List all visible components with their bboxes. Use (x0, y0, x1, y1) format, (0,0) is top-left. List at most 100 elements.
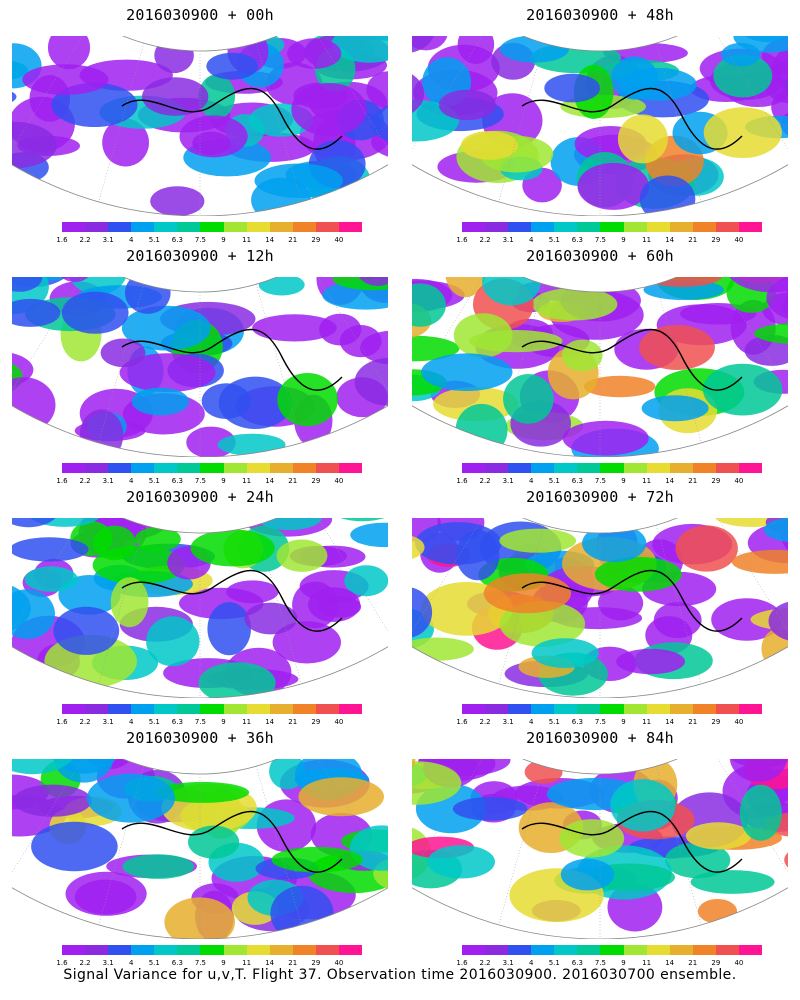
colorbar-swatch (623, 704, 647, 714)
colorbar-tick-label: 7.5 (194, 959, 207, 967)
colorbar-swatch (177, 704, 201, 714)
variance-map (12, 36, 388, 216)
colorbar-swatch (85, 704, 109, 714)
colorbar-tick-label: 14 (265, 236, 275, 244)
colorbar-labels: 1.6 2.2 3.1 4 5.1 6.3 7.5 9 11 14 21 29 40 (52, 718, 372, 728)
colorbar-tick-label: 11 (642, 718, 652, 726)
panel-title: 2016030900 + 84h (526, 729, 674, 747)
colorbar-tick-label: 29 (311, 718, 321, 726)
colorbar-tick-label: 5.1 (148, 959, 160, 967)
colorbar-tick-label: 4 (528, 477, 534, 485)
colorbar-tick-label: 14 (665, 236, 675, 244)
colorbar-swatch (600, 704, 624, 714)
colorbar-swatch (269, 945, 293, 955)
colorbar-tick-label: 2.2 (479, 477, 491, 485)
colorbar-swatch (669, 704, 693, 714)
map-panel: 2016030900 + 72h 1.6 2.2 3.1 4 5.1 6.3 7.5 9 11 14… (400, 482, 800, 727)
panel-title: 2016030900 + 48h (526, 6, 674, 24)
colorbar-swatch (338, 222, 363, 232)
colorbar-swatch (154, 704, 178, 714)
colorbar-swatch (508, 945, 532, 955)
colorbar-tick-label: 6.3 (571, 477, 583, 485)
colorbar-tick-label: 5.1 (148, 718, 160, 726)
colorbar-swatch (154, 463, 178, 473)
colorbar-swatch (577, 945, 601, 955)
colorbar-tick-label: 40 (734, 718, 744, 726)
colorbar-tick-label: 11 (242, 477, 252, 485)
colorbar-tick-label: 4 (128, 236, 134, 244)
variance-map (412, 518, 788, 698)
colorbar-tick-label: 3.1 (102, 959, 114, 967)
colorbar-tick-label: 2.2 (79, 959, 91, 967)
colorbar (462, 222, 763, 232)
colorbar-tick-label: 40 (334, 477, 344, 485)
variance-map (12, 759, 388, 939)
colorbar-tick-label: 6.3 (171, 236, 183, 244)
colorbar-tick-label: 21 (688, 718, 698, 726)
colorbar-swatch (315, 945, 339, 955)
colorbar-tick-label: 29 (311, 959, 321, 967)
colorbar-tick-label: 9 (621, 959, 626, 967)
colorbar-swatch (292, 463, 316, 473)
colorbar-tick-label: 3.1 (102, 718, 114, 726)
colorbar-tick-label: 14 (665, 718, 675, 726)
colorbar-tick-label: 1.6 (456, 718, 468, 726)
colorbar-swatch (269, 222, 293, 232)
colorbar-swatch (508, 222, 532, 232)
colorbar-swatch (669, 945, 693, 955)
colorbar-tick-label: 40 (734, 477, 744, 485)
colorbar-tick-label: 9 (621, 718, 626, 726)
colorbar-tick-label: 6.3 (571, 718, 583, 726)
colorbar-tick-label: 9 (621, 477, 626, 485)
colorbar-swatch (315, 222, 339, 232)
variance-map (12, 277, 388, 457)
colorbar-swatch (85, 222, 109, 232)
colorbar-swatch (462, 704, 486, 714)
colorbar-tick-label: 3.1 (502, 718, 514, 726)
colorbar-tick-label: 6.3 (571, 959, 583, 967)
colorbar-swatch (108, 945, 132, 955)
colorbar-tick-label: 6.3 (171, 959, 183, 967)
colorbar-swatch (508, 704, 532, 714)
colorbar-swatch (269, 704, 293, 714)
colorbar-swatch (338, 704, 363, 714)
map-panel: 2016030900 + 36h 1.6 2.2 3.1 4 5.1 6.3 7.5 9 11 14… (0, 723, 400, 968)
colorbar-swatch (85, 945, 109, 955)
colorbar-labels: 1.6 2.2 3.1 4 5.1 6.3 7.5 9 11 14 21 29 40 (52, 236, 372, 246)
colorbar-tick-label: 29 (711, 959, 721, 967)
colorbar-swatch (246, 463, 270, 473)
colorbar-tick-label: 3.1 (502, 236, 514, 244)
colorbar-swatch (200, 945, 224, 955)
colorbar-tick-label: 7.5 (594, 236, 607, 244)
colorbar-tick-label: 1.6 (456, 236, 468, 244)
colorbar-tick-label: 21 (288, 477, 298, 485)
colorbar-swatch (462, 222, 486, 232)
colorbar-tick-label: 1.6 (56, 718, 68, 726)
colorbar-swatch (108, 463, 132, 473)
colorbar-swatch (108, 222, 132, 232)
colorbar-swatch (246, 945, 270, 955)
colorbar-tick-label: 29 (311, 236, 321, 244)
colorbar-swatch (646, 945, 670, 955)
colorbar-tick-label: 21 (688, 477, 698, 485)
colorbar-swatch (554, 222, 578, 232)
colorbar-swatch (131, 704, 155, 714)
colorbar-tick-label: 2.2 (79, 236, 91, 244)
colorbar-tick-label: 14 (665, 477, 675, 485)
colorbar-tick-label: 4 (128, 718, 134, 726)
colorbar (62, 945, 363, 955)
colorbar-tick-label: 1.6 (456, 477, 468, 485)
colorbar-swatch (692, 463, 716, 473)
colorbar-tick-label: 3.1 (102, 477, 114, 485)
colorbar-tick-label: 1.6 (456, 959, 468, 967)
panel-title: 2016030900 + 36h (126, 729, 274, 747)
colorbar-tick-label: 40 (734, 959, 744, 967)
colorbar-swatch (738, 222, 763, 232)
colorbar-tick-label: 3.1 (502, 959, 514, 967)
colorbar-swatch (485, 945, 509, 955)
colorbar-tick-label: 4 (528, 236, 534, 244)
colorbar-labels: 1.6 2.2 3.1 4 5.1 6.3 7.5 9 11 14 21 29 40 (452, 236, 772, 246)
colorbar-tick-label: 2.2 (79, 718, 91, 726)
variance-map (412, 277, 788, 457)
colorbar-tick-label: 2.2 (79, 477, 91, 485)
